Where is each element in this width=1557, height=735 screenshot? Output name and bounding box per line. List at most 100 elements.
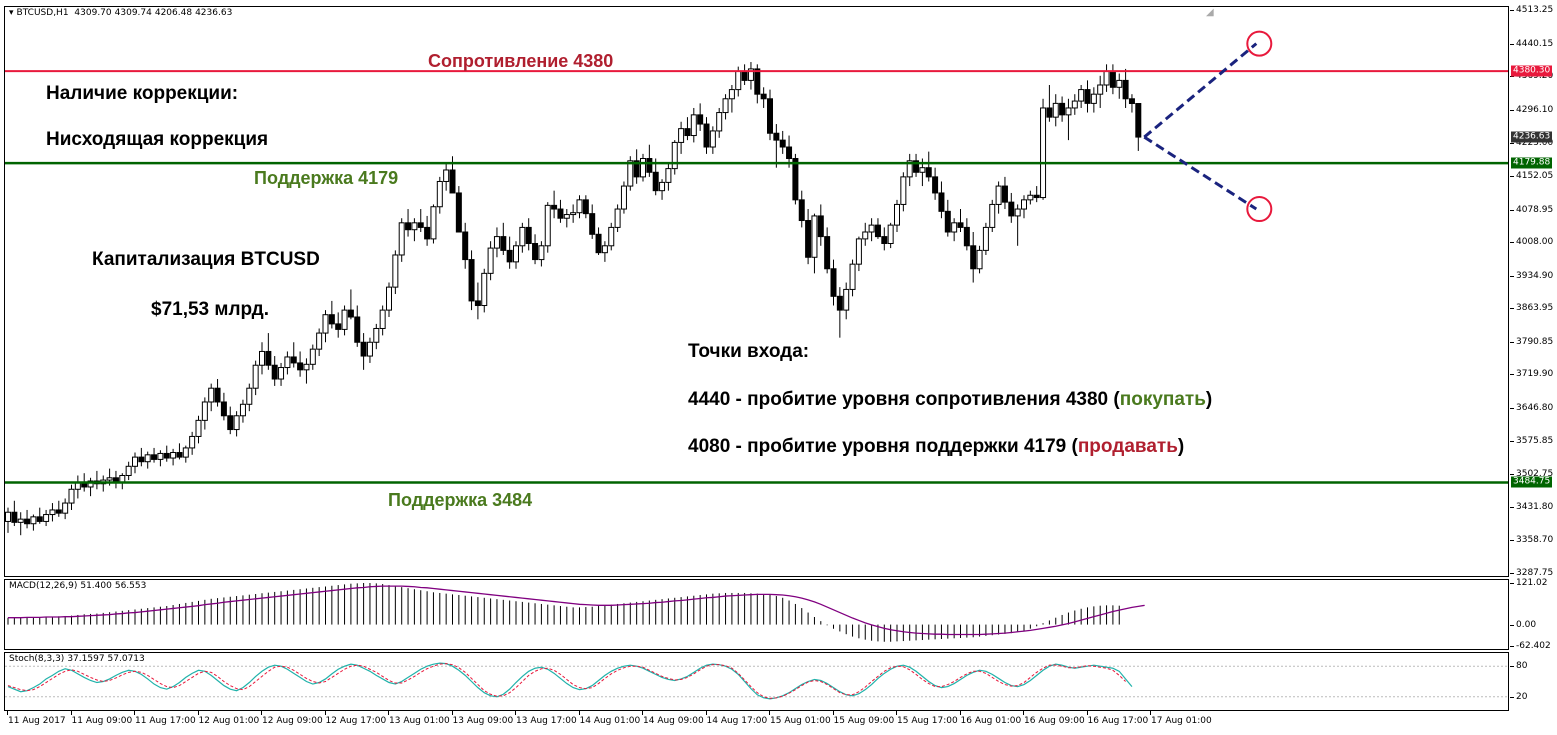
time-tick-mark (1023, 711, 1024, 715)
price-tick-label: 3358.70 (1516, 535, 1554, 546)
price-chart-canvas[interactable] (5, 7, 1508, 576)
candle-body (786, 146, 793, 160)
chart-shift-marker-icon[interactable]: ◢ (1206, 7, 1214, 18)
time-tick-label: 14 Aug 09:00 (643, 716, 704, 726)
candle (151, 447, 158, 463)
candle-body (894, 203, 900, 226)
candle (824, 227, 831, 274)
support-upper-price-badge: 4179.88 (1511, 157, 1553, 169)
ohlc-open: 4309.70 (74, 8, 112, 18)
macd-pane[interactable]: MACD(12,26,9) 51.400 56.553 (4, 579, 1509, 650)
candle-body (87, 480, 94, 488)
candle-body (913, 160, 920, 173)
candle-body (151, 454, 158, 460)
time-tick-label: 14 Aug 01:00 (579, 716, 641, 726)
candle-body (1103, 70, 1110, 86)
candle-body (836, 295, 843, 311)
candle (874, 218, 881, 239)
time-tick-mark (959, 711, 961, 715)
time-axis[interactable]: 11 Aug 2017 11 Aug 09:00 11 Aug 17:00 12 Au… (4, 711, 1509, 735)
candle (1027, 190, 1034, 205)
candle (722, 94, 729, 120)
candle (424, 215, 431, 246)
candle (881, 227, 888, 251)
candle (982, 222, 989, 255)
candle-body (1128, 98, 1135, 105)
candle-body (773, 132, 780, 141)
candle-body (779, 139, 786, 148)
candle-body (544, 204, 551, 247)
candle-body (614, 208, 621, 228)
stochastic-scale: 80 20 (1510, 652, 1557, 711)
candle-body (849, 263, 856, 290)
macd-canvas (7, 583, 1145, 642)
candle-body (201, 401, 208, 421)
stoch-tick-label: 80 (1516, 661, 1528, 672)
candle-body (811, 215, 818, 258)
price-chart-pane[interactable]: ▾ BTCUSD,H1 4309.70 4309.74 4206.48 4236.63 … (4, 6, 1509, 577)
candle-body (995, 185, 1002, 205)
candle (1128, 94, 1135, 113)
entry-points-title: Точки входа: (688, 341, 810, 362)
candle-body (5, 511, 11, 522)
candle-body (493, 236, 500, 249)
resistance-label: Сопротивление 4380 (428, 51, 614, 71)
time-tick-mark (896, 711, 897, 715)
candle (1008, 192, 1015, 223)
candle (817, 204, 824, 246)
candle-body (208, 387, 215, 403)
stochastic-pane[interactable]: Stoch(8,3,3) 37.1597 57.0713 (4, 652, 1509, 711)
candle (716, 107, 723, 138)
candle (951, 218, 958, 242)
candle-body (366, 341, 373, 357)
candle-body (970, 245, 977, 270)
candle (214, 379, 221, 407)
symbol-dropdown-icon[interactable]: ▾ (9, 8, 14, 18)
candle-body (24, 518, 31, 525)
candle-body (481, 272, 488, 307)
candle-body (1033, 194, 1040, 199)
candle (201, 397, 208, 430)
candle (182, 445, 189, 463)
candle-body (951, 222, 958, 233)
candle (405, 209, 412, 237)
candle-body (792, 158, 799, 201)
price-tick-label: 4223.00 (1516, 138, 1554, 149)
price-tick-mark (1510, 209, 1514, 211)
candle (525, 218, 532, 251)
candle-body (843, 288, 850, 311)
candle-body (125, 465, 132, 476)
candle-body (1078, 89, 1085, 102)
candle (138, 447, 145, 467)
time-tick-mark (7, 711, 8, 715)
candle (290, 342, 297, 368)
candle-body (830, 268, 837, 297)
candle (995, 181, 1002, 214)
candle-body (633, 160, 640, 178)
candle (582, 195, 589, 219)
candle (1014, 204, 1021, 246)
candle-body (170, 452, 177, 459)
candle (455, 186, 462, 233)
candle (481, 268, 488, 313)
candle-body (138, 456, 145, 463)
candle (747, 62, 754, 90)
candle-body (671, 141, 678, 170)
price-tick-mark (1510, 506, 1514, 508)
candle (659, 179, 666, 200)
candle (163, 445, 170, 462)
price-scale[interactable]: 4513.254440.154369.204296.104223.004152.… (1510, 5, 1557, 578)
stoch-title: Stoch(8,3,3) (9, 654, 65, 664)
candle-body (214, 387, 221, 403)
ohlc-low: 4206.48 (154, 8, 193, 18)
candle (767, 89, 773, 141)
candle-body (176, 452, 183, 458)
candle-body (36, 516, 43, 522)
price-tick-mark (1510, 341, 1514, 343)
candle (678, 121, 685, 154)
candle (532, 234, 539, 265)
candle (49, 503, 56, 522)
candle (1103, 64, 1110, 92)
price-tick-label: 3934.90 (1516, 270, 1554, 281)
candle-body (132, 456, 138, 467)
